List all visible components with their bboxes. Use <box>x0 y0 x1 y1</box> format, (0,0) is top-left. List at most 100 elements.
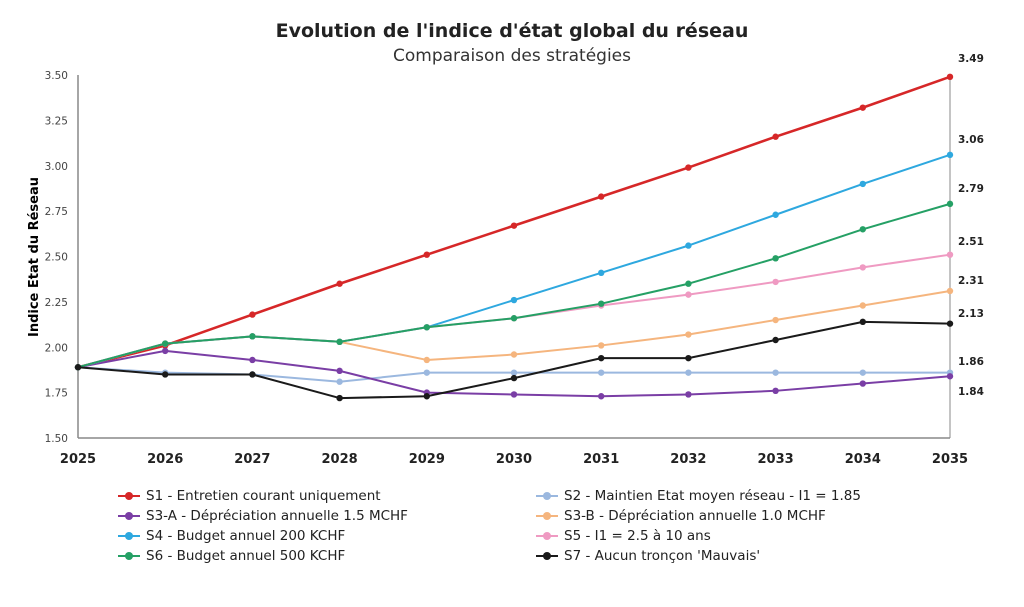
y-tick-label: 2.50 <box>45 252 68 264</box>
data-point <box>946 73 954 81</box>
data-point <box>859 226 866 233</box>
data-point <box>423 251 430 258</box>
data-point <box>685 354 692 362</box>
legend-item: S6 - Budget annuel 500 KCHF <box>118 548 345 564</box>
data-point <box>946 320 954 327</box>
y-tick-label: 3.25 <box>45 115 68 127</box>
data-point <box>598 300 605 307</box>
y-tick-label: 3.00 <box>45 161 68 173</box>
x-tick-label: 2027 <box>234 452 270 467</box>
x-tick-label: 2025 <box>60 452 96 467</box>
data-point <box>772 211 779 218</box>
y-tick-label: 1.50 <box>45 433 68 445</box>
y-tick-label: 2.00 <box>45 342 68 354</box>
data-point <box>510 374 518 382</box>
data-point <box>510 391 518 398</box>
legend-label: S4 - Budget annuel 200 KCHF <box>146 528 346 544</box>
legend-item: S1 - Entretien courant uniquement <box>118 488 381 504</box>
data-point <box>685 391 692 398</box>
data-point <box>423 369 430 376</box>
data-point <box>859 369 866 376</box>
data-point <box>336 378 343 385</box>
data-point <box>249 371 256 378</box>
data-point <box>946 151 954 159</box>
data-point <box>423 393 430 400</box>
data-point <box>772 278 779 286</box>
data-point <box>772 336 779 344</box>
data-point <box>859 180 866 188</box>
y-tick-label: 2.25 <box>45 297 68 309</box>
end-label: 3.06 <box>958 134 984 146</box>
data-point <box>946 200 954 208</box>
data-point <box>772 387 779 395</box>
data-point <box>946 287 954 295</box>
data-point <box>859 380 866 387</box>
data-point <box>598 354 605 362</box>
end-label: 2.51 <box>958 236 984 248</box>
x-tick-label: 2034 <box>845 452 881 467</box>
end-label: 1.86 <box>958 356 984 368</box>
data-point <box>946 251 954 258</box>
x-tick-label: 2026 <box>147 452 183 467</box>
chart-title: Evolution de l'indice d'état global du r… <box>275 20 749 42</box>
end-label: 1.84 <box>958 386 984 398</box>
legend-swatch <box>118 491 140 501</box>
legend-swatch <box>118 511 140 521</box>
data-point <box>598 393 605 400</box>
x-tick-label: 2033 <box>758 452 794 467</box>
data-point <box>859 318 866 326</box>
data-point <box>510 351 518 358</box>
data-point <box>510 315 518 322</box>
end-label: 3.49 <box>958 53 984 65</box>
data-point <box>249 311 256 318</box>
data-point <box>598 342 605 349</box>
data-point <box>685 280 692 287</box>
data-point <box>162 340 169 347</box>
legend-label: S6 - Budget annuel 500 KCHF <box>146 548 346 564</box>
end-label: 2.79 <box>958 183 984 195</box>
legend-swatch <box>118 531 140 541</box>
legend-swatch <box>536 551 558 561</box>
legend-label: S5 - I1 = 2.5 à 10 ans <box>564 528 711 544</box>
data-point <box>336 338 343 346</box>
data-point <box>772 369 779 376</box>
legend-label: S3-B - Dépréciation annuelle 1.0 MCHF <box>564 508 826 524</box>
end-label: 2.31 <box>958 275 984 287</box>
data-point <box>510 222 518 229</box>
data-point <box>336 367 343 375</box>
data-point <box>772 255 779 262</box>
legend-swatch <box>118 551 140 561</box>
legend-swatch <box>536 531 558 541</box>
data-point <box>162 347 169 355</box>
series-group <box>74 73 954 402</box>
series-1 <box>74 73 954 371</box>
end-label: 2.13 <box>958 308 984 320</box>
series-7 <box>74 200 954 371</box>
x-tick-label: 2028 <box>322 452 358 467</box>
x-tick-label: 2035 <box>932 452 968 467</box>
data-point <box>423 324 430 331</box>
data-point <box>74 364 82 371</box>
legend-item: S4 - Budget annuel 200 KCHF <box>118 528 345 544</box>
y-tick-label: 2.75 <box>45 206 68 218</box>
y-tick-labels: 1.50 1.75 2.00 2.25 2.50 2.75 3.00 3.25 3.50 <box>45 70 68 445</box>
data-point <box>249 333 256 340</box>
legend-swatch <box>536 491 558 501</box>
chart-subtitle: Comparaison des stratégies <box>393 46 631 66</box>
x-tick-label: 2029 <box>409 452 445 467</box>
data-point <box>336 394 343 402</box>
series-line <box>77 75 951 369</box>
legend-label: S7 - Aucun tronçon 'Mauvais' <box>564 548 761 564</box>
data-point <box>336 280 343 287</box>
plot-area: Indice Etat du Réseau 1.50 1.75 2.00 2.25 2.… <box>27 53 984 467</box>
legend-label: S2 - Maintien Etat moyen réseau - I1 = 1… <box>564 488 861 504</box>
legend-item: S2 - Maintien Etat moyen réseau - I1 = 1… <box>536 488 861 504</box>
data-point <box>859 104 866 111</box>
data-point <box>598 269 605 277</box>
series-line <box>77 153 951 369</box>
data-point <box>685 291 692 298</box>
data-point <box>859 302 866 309</box>
data-point <box>510 296 518 304</box>
legend-swatch <box>536 511 558 521</box>
